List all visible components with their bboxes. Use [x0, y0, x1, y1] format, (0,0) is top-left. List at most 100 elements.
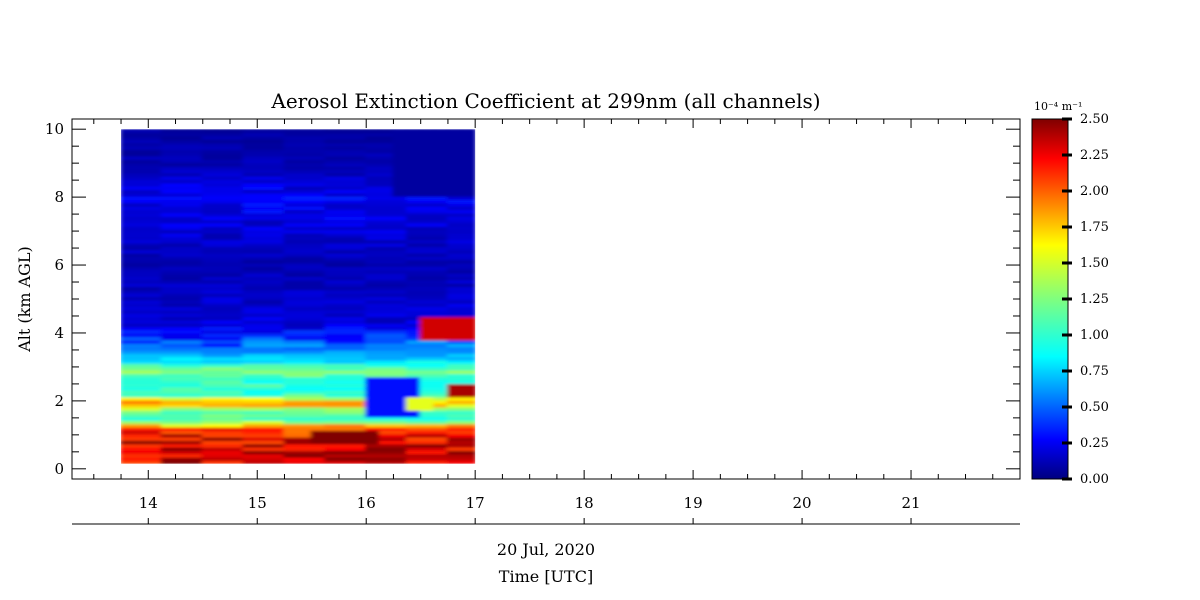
heatmap-cell [174, 215, 191, 221]
heatmap-cell [460, 459, 476, 464]
heatmap-cell [365, 145, 381, 150]
heatmap-cell [174, 218, 191, 224]
heatmap-cell [201, 402, 218, 408]
heatmap-cell [297, 439, 313, 445]
heatmap-cell [460, 255, 476, 261]
heatmap-cell [133, 402, 150, 408]
heatmap-cell [147, 129, 163, 134]
heatmap-cell [324, 129, 340, 134]
heatmap-cell [229, 172, 245, 177]
heatmap-cell [242, 218, 259, 224]
heatmap-cell [351, 359, 368, 364]
heatmap-cell [121, 453, 136, 458]
heatmap-cell [229, 339, 245, 344]
heatmap-cell [215, 232, 231, 237]
heatmap-cell [392, 185, 409, 191]
heatmap-cell [460, 195, 476, 201]
heatmap-cell [433, 342, 449, 348]
heatmap-cell [160, 265, 177, 271]
heatmap-cell [337, 285, 354, 291]
heatmap-cell [419, 238, 436, 244]
heatmap-cell [201, 346, 218, 351]
heatmap-cell [242, 228, 259, 234]
heatmap-cell [297, 372, 313, 378]
heatmap-cell [337, 272, 354, 277]
heatmap-cell [310, 198, 327, 204]
heatmap-cell [229, 409, 245, 415]
heatmap-cell [229, 215, 245, 221]
heatmap-cell [269, 433, 286, 438]
heatmap-cell [215, 325, 231, 331]
heatmap-cell [269, 329, 286, 334]
heatmap-cell [121, 446, 136, 451]
heatmap-cell [147, 369, 163, 374]
heatmap-cell [256, 315, 272, 321]
heatmap-cell [337, 215, 354, 221]
heatmap-cell [446, 272, 463, 277]
heatmap-cell [392, 162, 409, 167]
heatmap-cell [324, 222, 340, 227]
heatmap-cell [392, 346, 409, 351]
heatmap-cell [324, 429, 340, 435]
heatmap-cell [337, 456, 354, 461]
heatmap-cell [188, 372, 204, 378]
heatmap-cell [188, 439, 204, 445]
heatmap-cell [446, 459, 463, 464]
heatmap-cell [406, 409, 422, 415]
heatmap-cell [201, 138, 218, 144]
heatmap-cell [160, 272, 177, 277]
heatmap-cell [419, 215, 436, 221]
heatmap-cell [378, 376, 395, 381]
heatmap-cell [121, 275, 136, 281]
heatmap-cell [201, 412, 218, 418]
heatmap-cell [310, 218, 327, 224]
heatmap-cell [392, 202, 409, 207]
heatmap-cell [242, 439, 259, 445]
heatmap-cell [378, 412, 395, 418]
heatmap-cell [269, 302, 286, 308]
heatmap-cell [242, 185, 259, 191]
heatmap-cell [337, 175, 354, 180]
heatmap-cell [121, 386, 136, 391]
heatmap-cell [229, 459, 245, 464]
heatmap-cell [433, 453, 449, 458]
heatmap-cell [201, 419, 218, 425]
heatmap-cell [269, 138, 286, 144]
heatmap-cell [256, 449, 272, 455]
heatmap-cell [460, 329, 476, 334]
heatmap-cell [446, 295, 463, 301]
heatmap-cell [378, 205, 395, 211]
heatmap-cell [269, 275, 286, 281]
heatmap-cell [174, 299, 191, 304]
heatmap-cell [351, 242, 368, 247]
heatmap-cell [406, 259, 422, 264]
heatmap-cell [215, 205, 231, 211]
heatmap-cell [283, 225, 300, 231]
heatmap-cell [174, 402, 191, 408]
heatmap-cell [378, 392, 395, 398]
heatmap-cell [256, 162, 272, 167]
heatmap-cell [378, 429, 395, 435]
heatmap-cell [147, 205, 163, 211]
heatmap-cell [242, 352, 259, 358]
heatmap-cell [188, 282, 204, 288]
heatmap-cell [121, 242, 136, 247]
heatmap-cell [283, 269, 300, 274]
heatmap-cell [297, 148, 313, 154]
heatmap-cell [283, 129, 300, 134]
heatmap-cell [297, 453, 313, 458]
heatmap-cell [269, 456, 286, 461]
heatmap-cell [121, 443, 136, 448]
heatmap-cell [242, 449, 259, 455]
heatmap-cell [446, 141, 463, 147]
heatmap-cell [229, 392, 245, 398]
heatmap-cell [446, 419, 463, 425]
heatmap-cell [310, 215, 327, 221]
heatmap-cell [283, 369, 300, 374]
heatmap-cell [229, 342, 245, 348]
heatmap-cell [174, 386, 191, 391]
heatmap-cell [406, 379, 422, 385]
heatmap-cell [365, 252, 381, 257]
heatmap-cell [160, 332, 177, 338]
colorbar-ticks: 0.000.250.500.751.001.251.501.752.002.25… [1062, 112, 1109, 487]
